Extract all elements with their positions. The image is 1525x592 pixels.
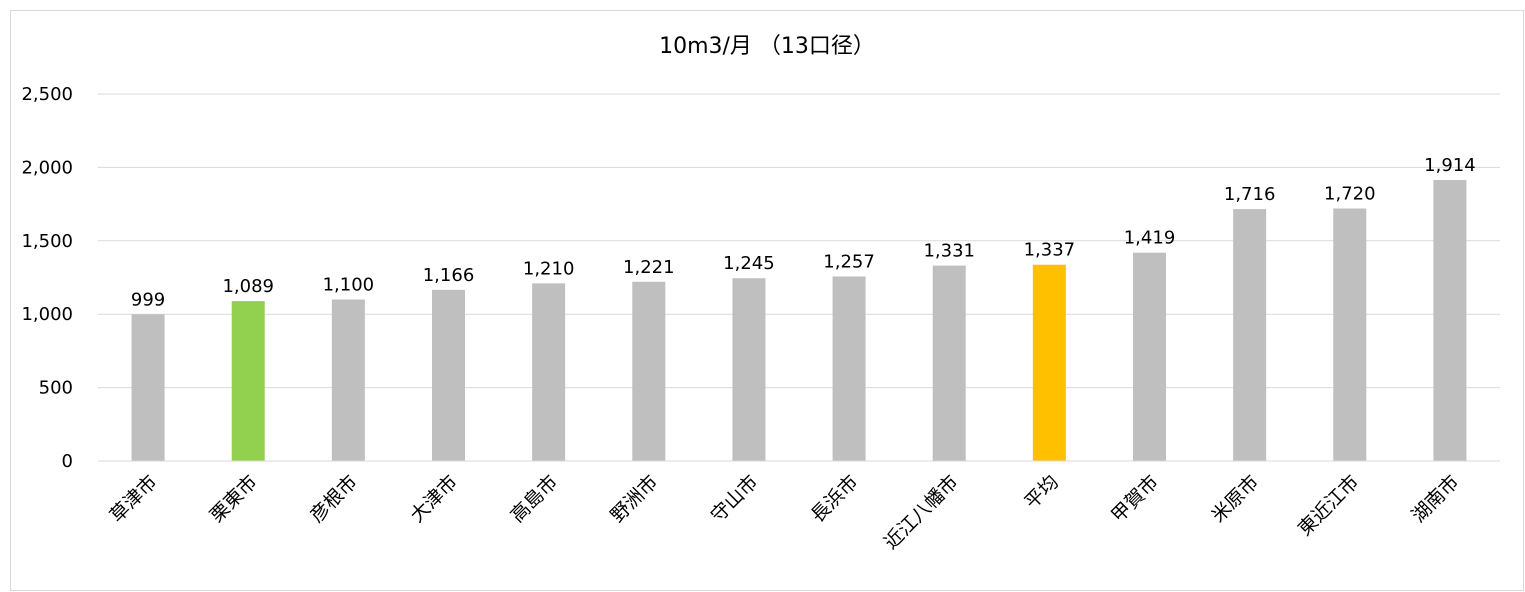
category-label: 守山市	[707, 471, 763, 527]
category-label: 野洲市	[606, 471, 662, 527]
data-label: 1,210	[523, 258, 575, 279]
y-tick-label: 2,000	[21, 157, 73, 178]
bar	[832, 276, 866, 461]
bar	[1032, 264, 1066, 461]
data-label: 999	[131, 289, 165, 310]
data-label: 1,716	[1224, 184, 1276, 205]
bar	[532, 283, 566, 461]
y-tick-label: 1,000	[21, 304, 73, 325]
category-label: 甲賀市	[1107, 471, 1163, 527]
category-label: 湖南市	[1408, 471, 1464, 527]
bar	[131, 314, 165, 461]
data-label: 1,245	[723, 253, 775, 274]
category-label: 栗東市	[206, 471, 262, 527]
category-labels: 草津市 栗東市 彦根市 大津市 高島市 野洲市 守山市 長浜市 近江八幡市 平均 甲賀市 米原市 東近江…	[106, 471, 1464, 554]
y-tick-label: 2,500	[21, 84, 73, 105]
chart-frame	[10, 10, 1524, 591]
grid-lines	[98, 93, 1500, 389]
bar	[331, 299, 365, 461]
bar	[1433, 180, 1467, 462]
chart-title: 10m3/月 （13口径）	[659, 34, 875, 59]
data-label: 1,257	[823, 251, 875, 272]
category-label: 近江八幡市	[880, 471, 963, 554]
bar	[1233, 209, 1267, 461]
data-label: 1,166	[423, 265, 475, 286]
category-label: 平均	[1020, 471, 1062, 513]
y-tick-label: 0	[62, 451, 73, 472]
y-tick-label: 500	[39, 378, 73, 399]
category-label: 草津市	[106, 471, 162, 527]
category-label: 東近江市	[1294, 471, 1363, 540]
category-label: 米原市	[1207, 471, 1263, 527]
data-label: 1,100	[323, 275, 375, 296]
y-axis-tick-labels: 0 500 1,000 1,500 2,000 2,500	[21, 84, 73, 472]
data-label: 1,720	[1324, 184, 1376, 205]
category-label: 大津市	[406, 471, 462, 527]
y-tick-label: 1,500	[21, 231, 73, 252]
bar	[432, 289, 465, 461]
category-label: 彦根市	[306, 471, 362, 527]
bar	[231, 301, 265, 461]
data-label: 1,331	[923, 241, 975, 262]
bar	[1333, 208, 1367, 461]
category-label: 高島市	[506, 471, 562, 527]
category-label: 長浜市	[807, 471, 863, 527]
data-label: 1,089	[222, 276, 274, 297]
bar	[1133, 252, 1166, 461]
bar	[632, 281, 666, 461]
data-label: 1,337	[1024, 240, 1076, 261]
data-label: 1,221	[623, 257, 675, 278]
bar	[732, 278, 766, 461]
bar	[932, 265, 966, 461]
bars	[131, 180, 1467, 462]
data-label: 1,419	[1124, 228, 1176, 249]
data-label: 1,914	[1424, 155, 1476, 176]
data-labels: 999 1,089 1,100 1,166 1,210 1,221 1,245 1,257 1,…	[131, 155, 1476, 310]
